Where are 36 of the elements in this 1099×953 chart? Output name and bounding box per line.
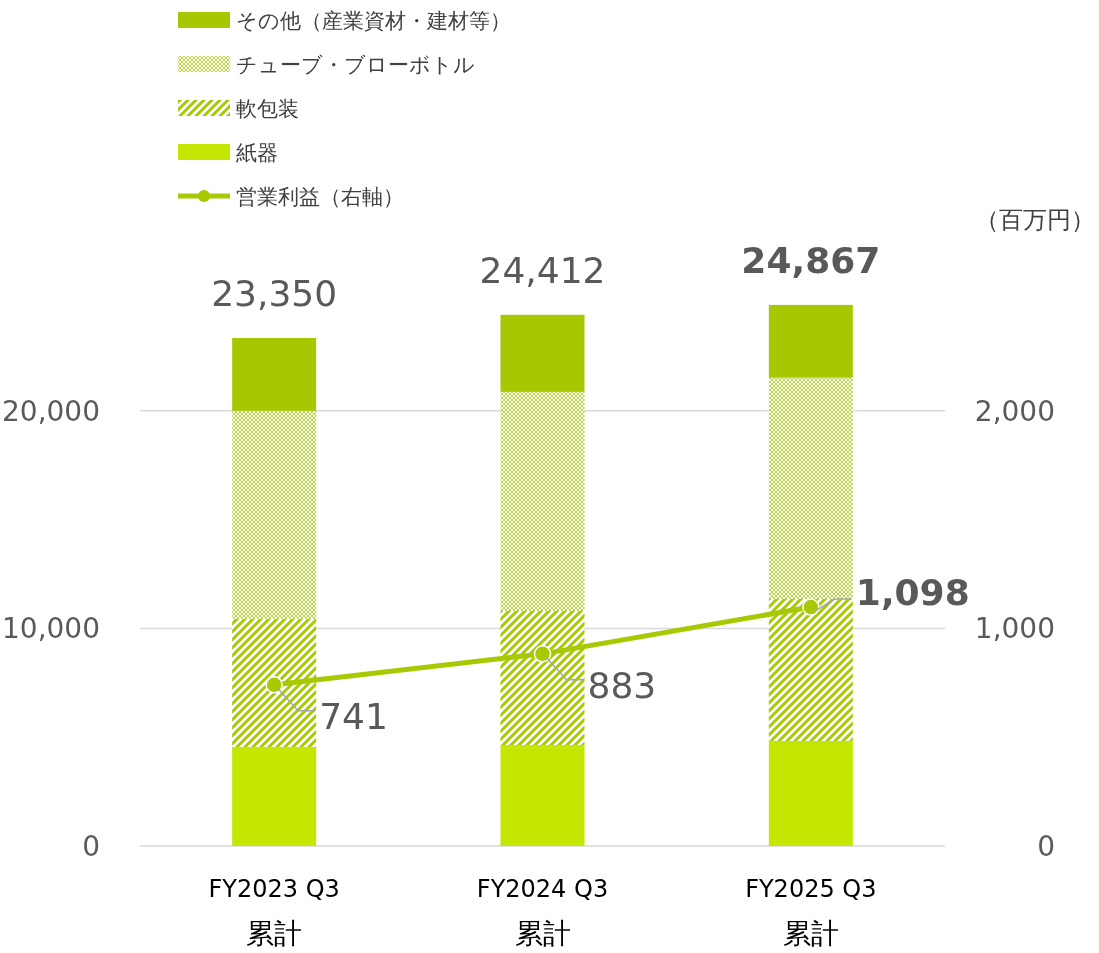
legend-label: 軟包装 <box>236 97 299 121</box>
y2-tick-label: 2,000 <box>974 394 1055 428</box>
y-tick-label: 10,000 <box>2 612 100 646</box>
bar <box>768 598 853 741</box>
bar <box>232 410 317 619</box>
point <box>802 598 820 616</box>
bar <box>232 618 317 747</box>
data-label: 883 <box>587 664 657 706</box>
bar <box>500 610 585 746</box>
point <box>533 645 552 663</box>
y2-tick-label: 0 <box>1037 830 1055 863</box>
legend-label: 営業利益（右軸） <box>236 185 404 209</box>
y2-tick-label: 1,000 <box>974 612 1055 646</box>
data-label: 1,098 <box>855 572 970 614</box>
bar <box>768 740 853 846</box>
legend-label: 紙器 <box>236 141 278 165</box>
legend-label: その他（産業資材・建材等） <box>236 9 511 33</box>
total-label: 24,412 <box>479 249 606 291</box>
bar <box>500 391 585 611</box>
bar <box>500 745 585 846</box>
x-tick-label: FY2025 Q3 累計 <box>745 875 877 950</box>
legend-label: チューブ・ブローボトル <box>236 53 475 77</box>
x-tick-label: FY2024 Q3 累計 <box>476 875 609 950</box>
y-tick-label: 0 <box>82 830 100 863</box>
bar <box>768 304 853 378</box>
y2-axis-title: （百万円） <box>975 206 1095 234</box>
point <box>265 676 283 694</box>
y-tick-label: 20,000 <box>2 394 100 428</box>
data-label: 741 <box>319 695 388 737</box>
bar <box>500 314 585 392</box>
bar <box>232 746 317 846</box>
total-label: 23,350 <box>211 272 338 314</box>
bar <box>232 337 317 411</box>
total-label: 24,867 <box>741 239 881 281</box>
bar <box>768 377 853 599</box>
x-tick-label: FY2023 Q3 累計 <box>208 875 340 950</box>
